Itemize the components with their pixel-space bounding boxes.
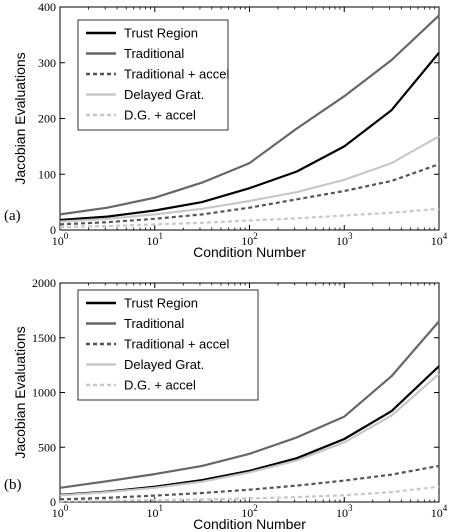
- y-tick-label: 200: [38, 112, 56, 126]
- chart-panel-b: 100 101 102 103 104 0 500 1000 1500 2000 Condition…: [4, 276, 448, 532]
- x-tick-label: 103: [336, 503, 353, 520]
- x-axis-title: Condition Number: [193, 244, 306, 260]
- y-tick-label: 1500: [32, 331, 56, 345]
- series-line-3: [59, 373, 440, 497]
- y-tick-label: 300: [38, 56, 56, 70]
- y-tick-label: 500: [38, 440, 56, 454]
- y-tick-label: 100: [38, 167, 56, 181]
- series-line-4: [59, 207, 440, 229]
- series-line-1: [59, 14, 440, 216]
- x-tick-label: 101: [147, 231, 164, 248]
- x-tick-label: 103: [336, 231, 353, 248]
- panel-label: (b): [4, 477, 22, 493]
- y-axis-title: Jacobian Evaluations: [12, 326, 28, 458]
- x-tick-label: 102: [241, 231, 258, 248]
- x-tick-label: 100: [52, 503, 69, 520]
- legend-label: D.G. + accel: [124, 108, 196, 123]
- legend-label: Traditional: [124, 316, 184, 331]
- x-tick-label: 104: [431, 503, 448, 520]
- legend-label: Delayed Grat.: [124, 87, 204, 102]
- series-line-2: [59, 464, 440, 501]
- y-tick-label: 0: [50, 223, 56, 237]
- x-tick-label: 100: [52, 231, 69, 248]
- legend-label: Trust Region: [124, 26, 198, 41]
- legend-label: Traditional: [124, 46, 184, 61]
- y-tick-label: 400: [38, 0, 56, 14]
- series-line-3: [59, 135, 440, 223]
- series-line-2: [59, 163, 440, 226]
- series-line-0: [59, 51, 440, 222]
- legend-label: Traditional + accel: [124, 67, 229, 82]
- legend-label: Delayed Grat.: [124, 357, 204, 372]
- x-tick-label: 104: [431, 231, 448, 248]
- legend: Trust Region Traditional Traditional + acc…: [77, 289, 259, 401]
- legend-label: Traditional + accel: [124, 337, 229, 352]
- y-tick-label: 0: [50, 495, 56, 509]
- y-tick-label: 1000: [32, 386, 56, 400]
- legend-label: D.G. + accel: [124, 378, 196, 393]
- x-tick-label: 101: [147, 503, 164, 520]
- y-tick-label: 2000: [32, 276, 56, 290]
- legend: Trust Region Traditional Traditional + acc…: [77, 19, 229, 131]
- legend-label: Trust Region: [124, 296, 198, 311]
- x-tick-label: 102: [241, 503, 258, 520]
- series-line-1: [59, 320, 440, 489]
- x-axis-title: Condition Number: [193, 516, 306, 532]
- series-line-4: [59, 485, 440, 503]
- y-axis-title: Jacobian Evaluations: [12, 52, 28, 184]
- panel-label: (a): [4, 208, 21, 224]
